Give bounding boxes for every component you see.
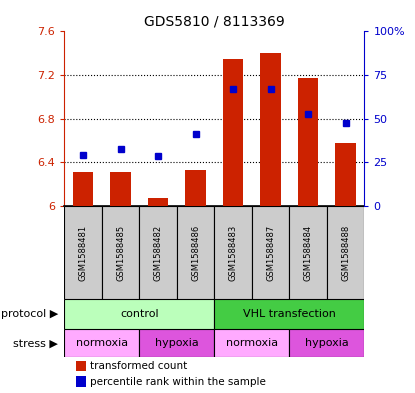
Bar bbox=[102, 206, 139, 299]
Text: percentile rank within the sample: percentile rank within the sample bbox=[90, 376, 266, 387]
Bar bbox=[335, 143, 356, 206]
Text: hypoxia: hypoxia bbox=[305, 338, 349, 348]
Bar bbox=[110, 172, 131, 206]
Bar bbox=[177, 206, 214, 299]
Bar bbox=[76, 361, 86, 371]
Bar bbox=[214, 329, 289, 357]
Text: GSM1588482: GSM1588482 bbox=[154, 224, 163, 281]
Bar bbox=[64, 329, 139, 357]
Bar bbox=[148, 198, 168, 206]
Text: stress ▶: stress ▶ bbox=[13, 338, 59, 348]
Bar bbox=[223, 59, 244, 206]
Bar bbox=[260, 53, 281, 206]
Text: normoxia: normoxia bbox=[76, 338, 128, 348]
Bar bbox=[214, 206, 252, 299]
Text: protocol ▶: protocol ▶ bbox=[1, 309, 59, 319]
Bar bbox=[289, 206, 327, 299]
Bar bbox=[139, 329, 214, 357]
Bar bbox=[64, 299, 214, 329]
Bar bbox=[289, 329, 364, 357]
Text: hypoxia: hypoxia bbox=[155, 338, 199, 348]
Bar bbox=[73, 172, 93, 206]
Text: GSM1588486: GSM1588486 bbox=[191, 224, 200, 281]
Bar bbox=[64, 206, 102, 299]
Bar bbox=[139, 206, 177, 299]
Text: GSM1588483: GSM1588483 bbox=[229, 224, 238, 281]
Title: GDS5810 / 8113369: GDS5810 / 8113369 bbox=[144, 15, 285, 29]
Bar bbox=[76, 376, 86, 387]
Bar bbox=[252, 206, 289, 299]
Bar bbox=[185, 170, 206, 206]
Text: GSM1588485: GSM1588485 bbox=[116, 224, 125, 281]
Text: GSM1588481: GSM1588481 bbox=[78, 224, 88, 281]
Text: GSM1588488: GSM1588488 bbox=[341, 224, 350, 281]
Text: GSM1588487: GSM1588487 bbox=[266, 224, 275, 281]
Text: control: control bbox=[120, 309, 159, 319]
Text: normoxia: normoxia bbox=[226, 338, 278, 348]
Text: transformed count: transformed count bbox=[90, 361, 187, 371]
Bar bbox=[214, 299, 364, 329]
Text: VHL transfection: VHL transfection bbox=[243, 309, 336, 319]
Text: GSM1588484: GSM1588484 bbox=[304, 224, 312, 281]
Bar bbox=[298, 78, 318, 206]
Bar bbox=[327, 206, 364, 299]
